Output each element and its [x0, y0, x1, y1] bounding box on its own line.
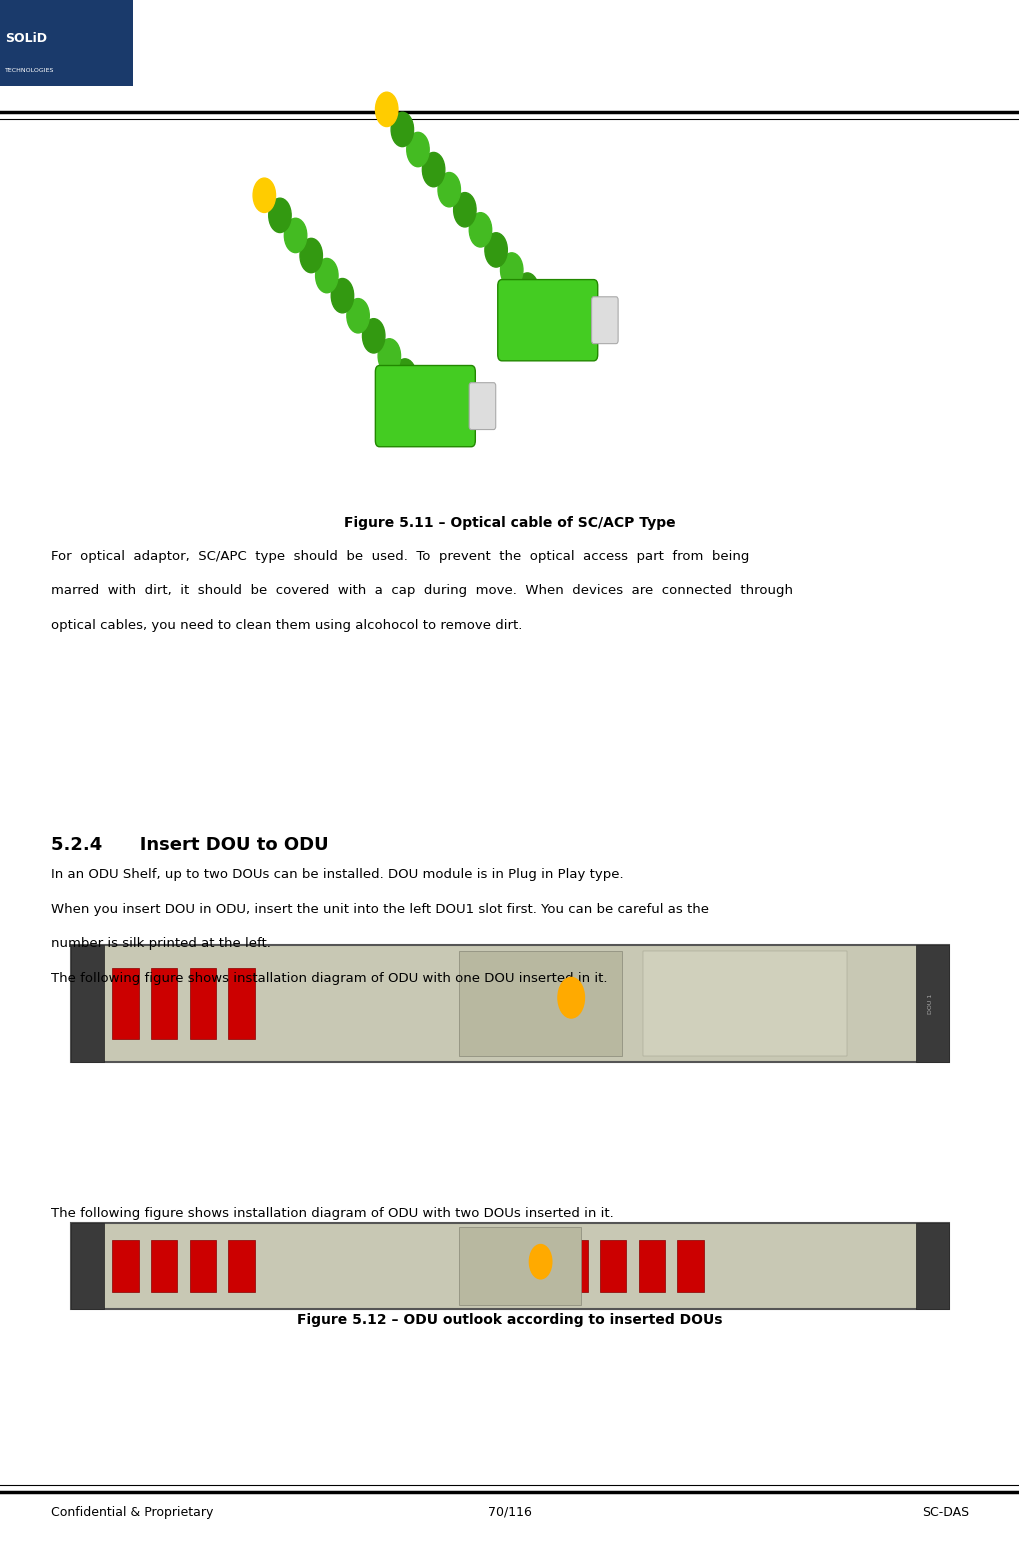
Circle shape: [300, 239, 322, 273]
FancyBboxPatch shape: [591, 297, 618, 344]
FancyBboxPatch shape: [71, 1223, 948, 1309]
FancyBboxPatch shape: [71, 945, 948, 1062]
Text: Figure 5.11 – Optical cable of SC/ACP Type: Figure 5.11 – Optical cable of SC/ACP Ty…: [343, 517, 676, 530]
Circle shape: [284, 219, 307, 253]
Circle shape: [268, 198, 290, 233]
FancyBboxPatch shape: [469, 383, 495, 430]
Circle shape: [453, 192, 476, 226]
FancyBboxPatch shape: [0, 0, 132, 86]
Circle shape: [390, 112, 413, 147]
Circle shape: [407, 133, 429, 167]
Circle shape: [484, 233, 506, 267]
Circle shape: [500, 253, 523, 287]
Text: SC-DAS: SC-DAS: [921, 1506, 968, 1518]
FancyBboxPatch shape: [915, 1223, 948, 1309]
Circle shape: [557, 978, 584, 1018]
FancyBboxPatch shape: [190, 968, 216, 1039]
Text: 5.2.4      Insert DOU to ODU: 5.2.4 Insert DOU to ODU: [51, 836, 328, 854]
Circle shape: [346, 298, 369, 333]
FancyBboxPatch shape: [638, 1240, 664, 1292]
FancyBboxPatch shape: [151, 968, 177, 1039]
Circle shape: [331, 278, 354, 312]
FancyBboxPatch shape: [228, 968, 255, 1039]
FancyBboxPatch shape: [375, 366, 475, 447]
Circle shape: [315, 258, 337, 292]
Circle shape: [393, 359, 416, 394]
Text: number is silk printed at the left.: number is silk printed at the left.: [51, 937, 271, 950]
Text: DOU 1: DOU 1: [927, 993, 931, 1014]
Text: optical cables, you need to clean them using alcohocol to remove dirt.: optical cables, you need to clean them u…: [51, 619, 522, 631]
Circle shape: [531, 294, 553, 328]
Text: Confidential & Proprietary: Confidential & Proprietary: [51, 1506, 213, 1518]
FancyBboxPatch shape: [459, 951, 622, 1056]
FancyBboxPatch shape: [642, 951, 846, 1056]
FancyBboxPatch shape: [228, 1240, 255, 1292]
Circle shape: [516, 273, 538, 308]
Circle shape: [409, 380, 431, 414]
Text: 70/116: 70/116: [487, 1506, 532, 1518]
Circle shape: [422, 153, 444, 187]
Text: The following figure shows installation diagram of ODU with two DOUs inserted in: The following figure shows installation …: [51, 1207, 613, 1220]
Circle shape: [378, 339, 400, 373]
FancyBboxPatch shape: [190, 1240, 216, 1292]
FancyBboxPatch shape: [459, 1228, 581, 1304]
Circle shape: [529, 1245, 551, 1279]
FancyBboxPatch shape: [112, 1240, 139, 1292]
Text: Figure 5.12 – ODU outlook according to inserted DOUs: Figure 5.12 – ODU outlook according to i…: [297, 1314, 722, 1326]
Text: SOLiD: SOLiD: [5, 33, 47, 45]
Circle shape: [469, 212, 491, 247]
FancyBboxPatch shape: [71, 1223, 104, 1309]
Text: When you insert DOU in ODU, insert the unit into the left DOU1 slot first. You c: When you insert DOU in ODU, insert the u…: [51, 903, 708, 915]
Text: In an ODU Shelf, up to two DOUs can be installed. DOU module is in Plug in Play : In an ODU Shelf, up to two DOUs can be i…: [51, 868, 623, 881]
FancyBboxPatch shape: [677, 1240, 703, 1292]
Circle shape: [253, 178, 275, 212]
Circle shape: [437, 172, 460, 206]
FancyBboxPatch shape: [112, 968, 139, 1039]
FancyBboxPatch shape: [497, 280, 597, 361]
FancyBboxPatch shape: [599, 1240, 626, 1292]
FancyBboxPatch shape: [151, 1240, 177, 1292]
Text: marred  with  dirt,  it  should  be  covered  with  a  cap  during  move.  When : marred with dirt, it should be covered w…: [51, 584, 792, 597]
FancyBboxPatch shape: [560, 1240, 587, 1292]
FancyBboxPatch shape: [71, 945, 104, 1062]
Circle shape: [375, 92, 397, 127]
Circle shape: [362, 319, 384, 353]
Text: TECHNOLOGIES: TECHNOLOGIES: [5, 67, 54, 73]
Text: The following figure shows installation diagram of ODU with one DOU inserted in : The following figure shows installation …: [51, 972, 607, 984]
FancyBboxPatch shape: [915, 945, 948, 1062]
Text: For  optical  adaptor,  SC/APC  type  should  be  used.  To  prevent  the  optic: For optical adaptor, SC/APC type should …: [51, 550, 749, 562]
